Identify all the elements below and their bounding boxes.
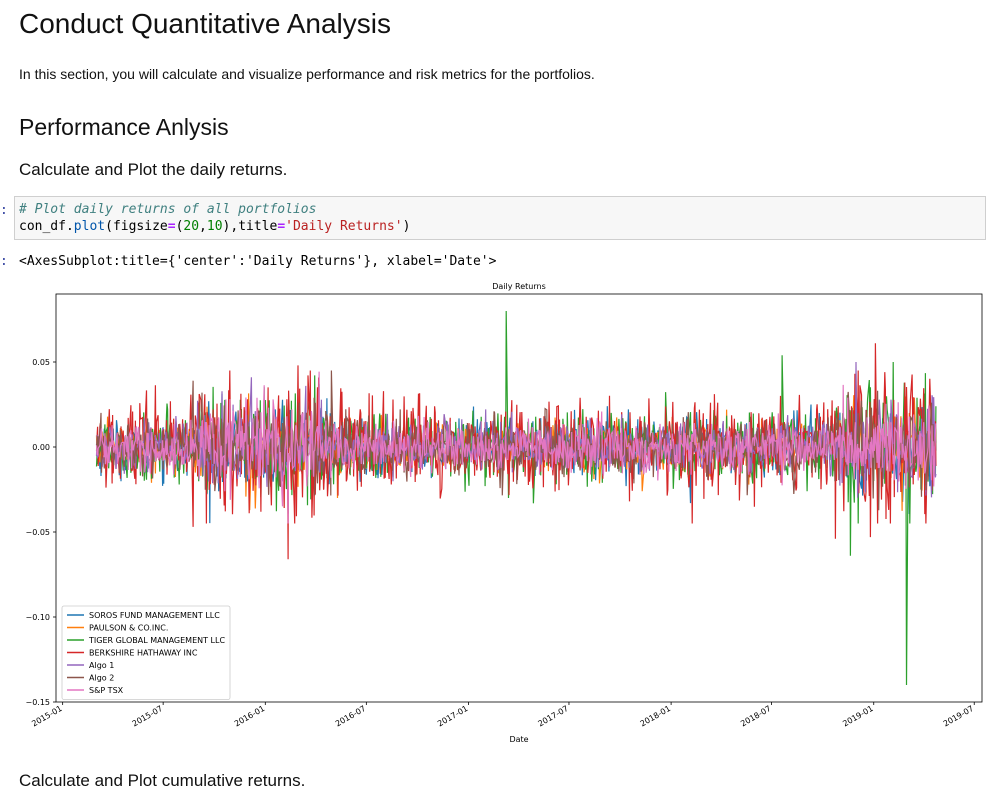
intro-text: In this section, you will calculate and … xyxy=(19,66,595,82)
code-arg-title: title xyxy=(238,219,278,234)
series-line-6 xyxy=(95,371,937,524)
subsection-heading-daily: Calculate and Plot the daily returns. xyxy=(19,160,288,179)
code-dot: . xyxy=(65,219,74,234)
code-var: con_df xyxy=(19,219,66,234)
code-equals-1: = xyxy=(167,219,176,234)
legend-label: Algo 2 xyxy=(89,674,114,683)
x-axis-label: Date xyxy=(509,735,528,744)
x-tick-label: 2017-07 xyxy=(537,704,570,729)
x-tick-label: 2018-07 xyxy=(739,704,772,729)
legend-box xyxy=(61,605,231,700)
x-tick-label: 2015-01 xyxy=(30,704,63,729)
subsection-heading-cumulative: Calculate and Plot cumulative returns. xyxy=(19,771,306,790)
code-method: plot xyxy=(73,219,106,234)
daily-returns-chart: Daily Returns0.050.00−0.05−0.10−0.152015… xyxy=(25,282,983,744)
y-tick-label: 0.00 xyxy=(32,443,50,452)
code-comma-1: , xyxy=(199,219,207,234)
code-paren-open: ( xyxy=(105,219,113,234)
code-tuple-open: ( xyxy=(175,219,184,234)
x-tick-label: 2018-01 xyxy=(639,704,672,729)
code-comma-2: , xyxy=(230,219,239,234)
series-group xyxy=(95,310,937,686)
code-comment: # Plot daily returns of all portfolios xyxy=(19,202,317,217)
legend-label: SOROS FUND MANAGEMENT LLC xyxy=(89,611,220,620)
y-tick-label: −0.15 xyxy=(25,698,50,707)
code-tuple-close: ) xyxy=(222,219,231,234)
section-heading: Performance Anlysis xyxy=(19,114,229,140)
code-arg-figsize: figsize xyxy=(112,219,168,234)
x-tick-label: 2016-07 xyxy=(334,704,367,729)
x-tick-label: 2019-01 xyxy=(841,704,874,729)
legend-label: BERKSHIRE HATHAWAY INC xyxy=(89,649,198,658)
y-tick-label: 0.05 xyxy=(32,358,50,367)
legend-label: S&P TSX xyxy=(89,686,124,695)
x-tick-label: 2015-07 xyxy=(131,704,164,729)
code-paren-close: ) xyxy=(402,219,411,234)
y-tick-label: −0.10 xyxy=(25,613,50,622)
legend-label: PAULSON & CO.INC. xyxy=(89,624,168,633)
x-tick-label: 2019-07 xyxy=(942,704,975,729)
legend-label: TIGER GLOBAL MANAGEMENT LLC xyxy=(88,636,225,645)
code-cell[interactable]: # Plot daily returns of all portfolios c… xyxy=(14,196,986,240)
output-text: <AxesSubplot:title={'center':'Daily Retu… xyxy=(19,254,497,269)
code-equals-2: = xyxy=(277,219,286,234)
code-num-20: 20 xyxy=(183,219,200,234)
chart-title: Daily Returns xyxy=(492,282,546,291)
legend-label: Algo 1 xyxy=(89,661,114,670)
x-tick-label: 2017-01 xyxy=(436,704,469,729)
y-tick-label: −0.05 xyxy=(25,528,50,537)
x-tick-label: 2016-01 xyxy=(233,704,266,729)
input-prompt: : xyxy=(0,203,8,218)
plot-frame xyxy=(55,293,983,703)
code-num-10: 10 xyxy=(206,219,223,234)
page-title: Conduct Quantitative Analysis xyxy=(19,8,391,39)
output-prompt: : xyxy=(0,254,8,269)
code-string: 'Daily Returns' xyxy=(285,219,403,234)
